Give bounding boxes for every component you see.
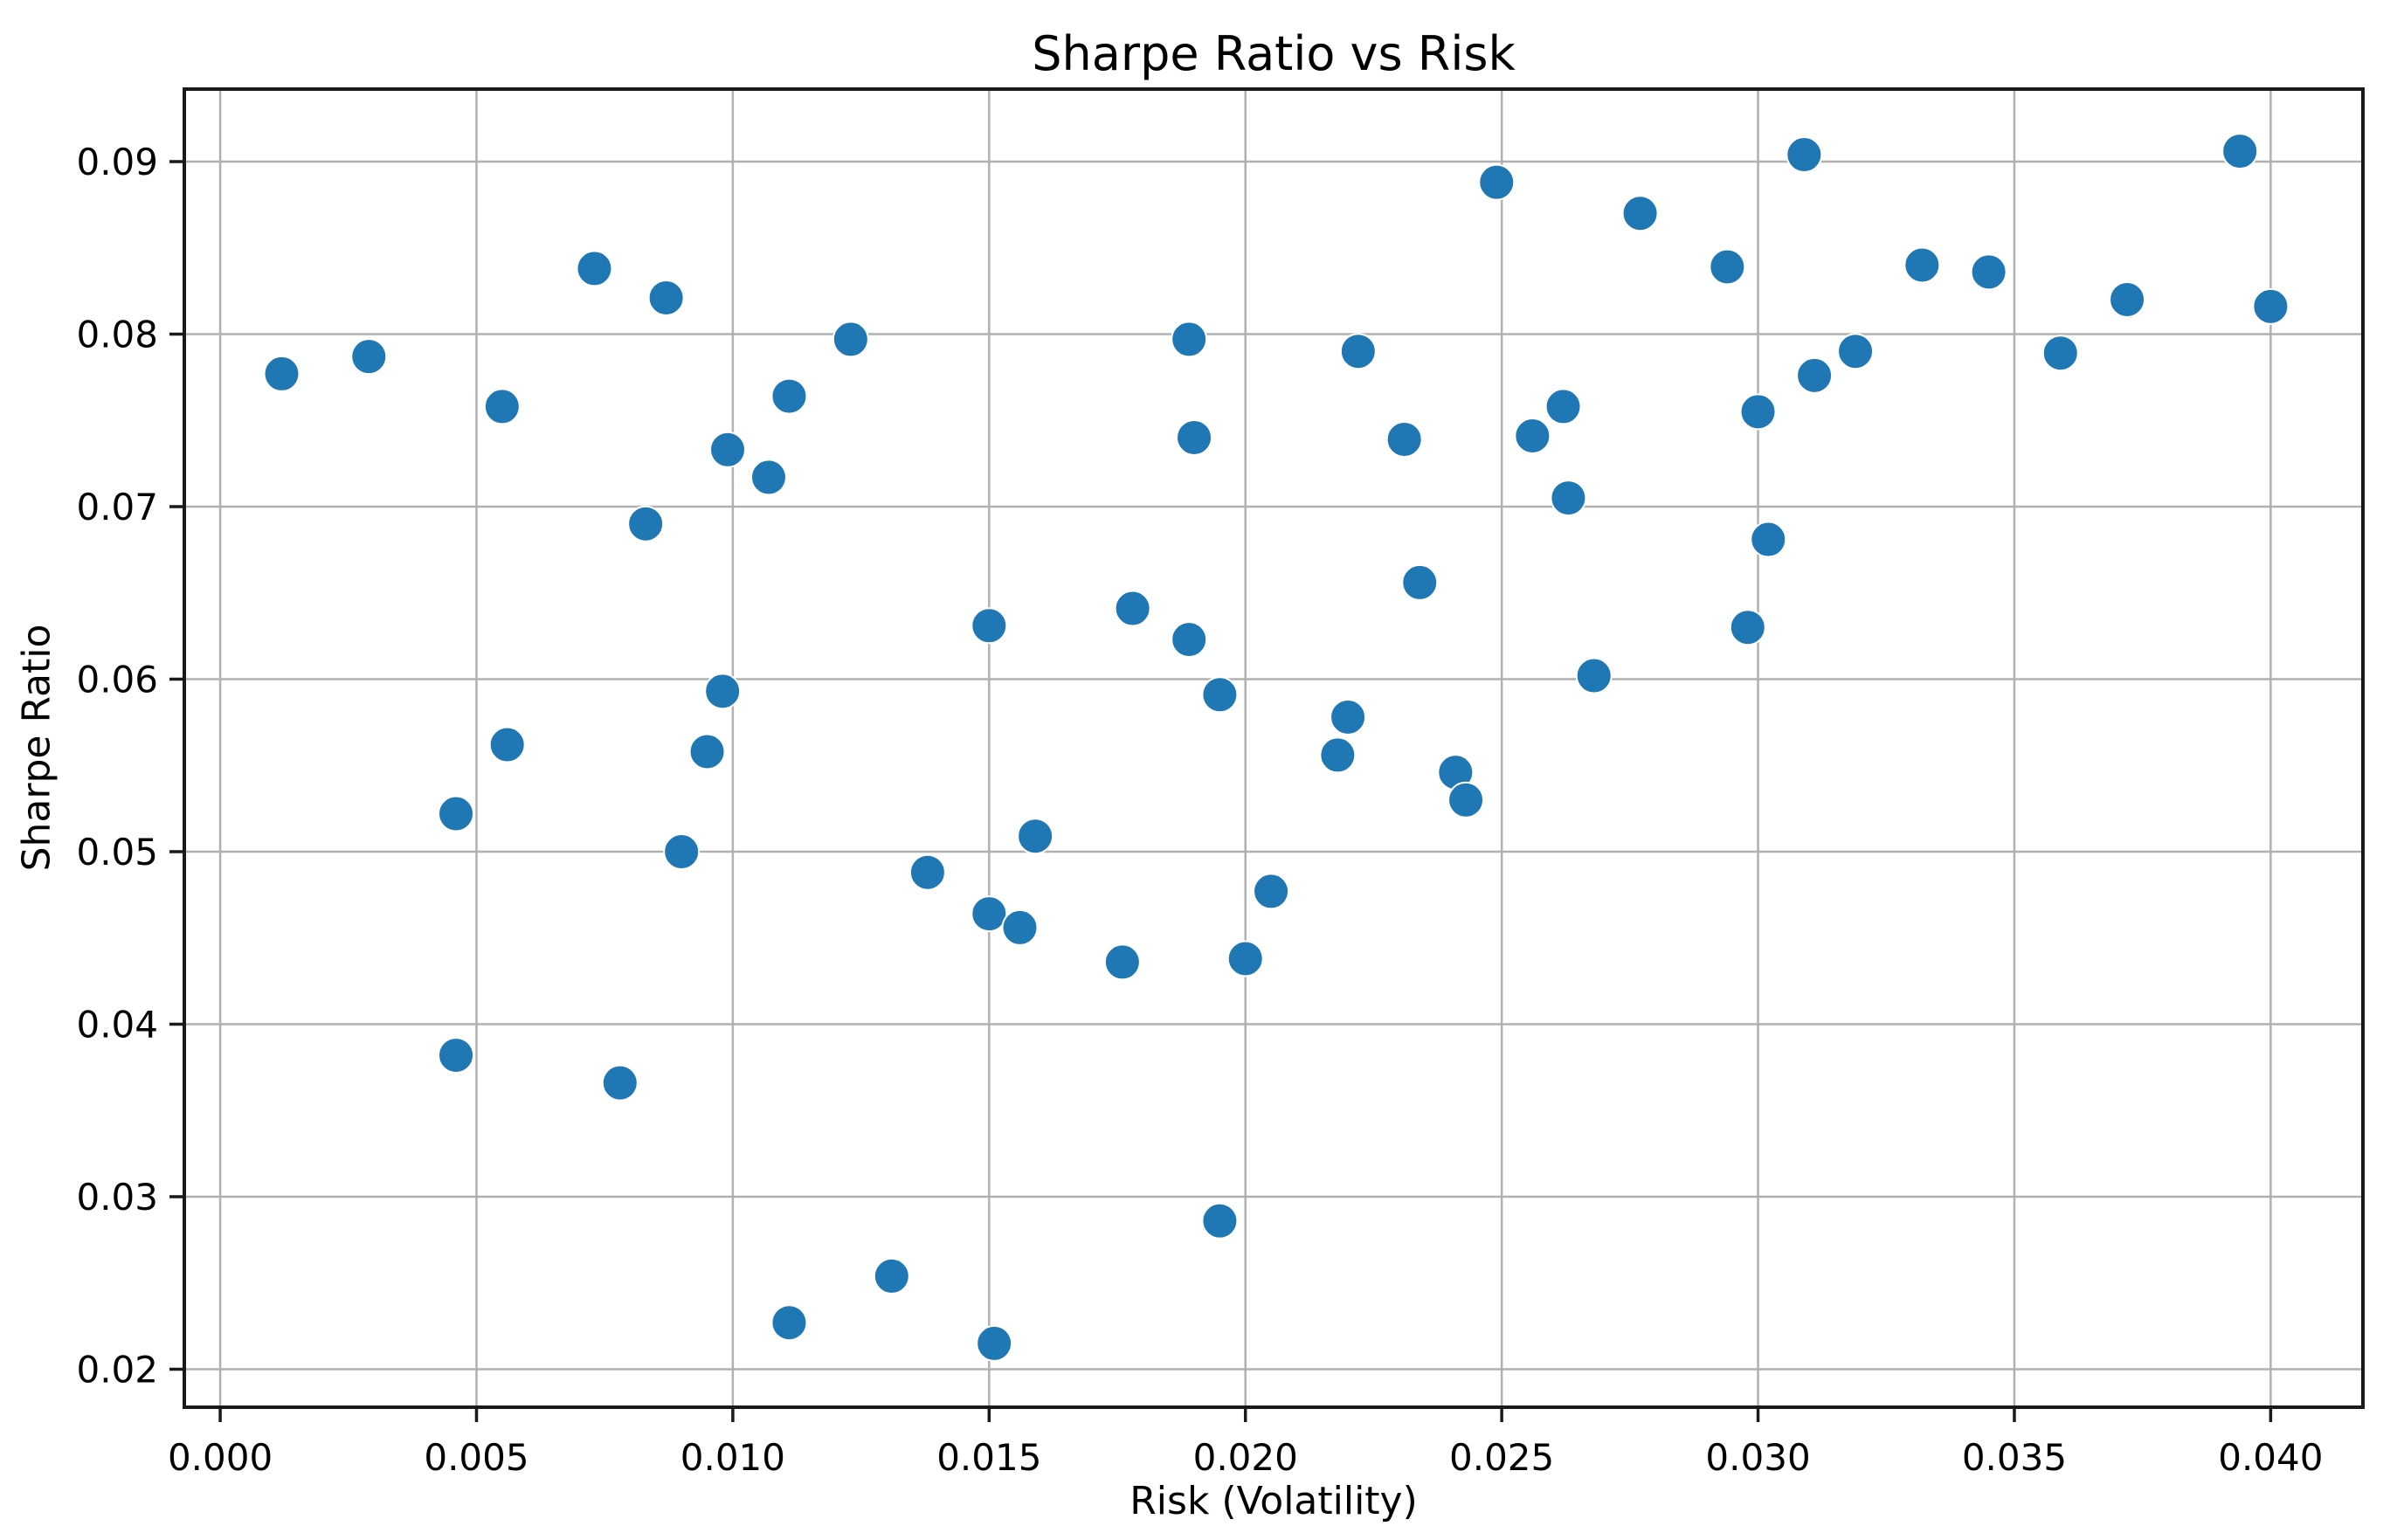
x-tick-label: 0.000 <box>168 1436 273 1479</box>
data-point <box>601 1064 639 1101</box>
data-point <box>770 1304 808 1342</box>
data-point <box>1171 621 1208 659</box>
data-point <box>1447 781 1485 818</box>
data-point <box>1970 253 2007 291</box>
data-point <box>2109 280 2146 318</box>
y-tick-label: 0.07 <box>76 486 158 528</box>
data-point <box>1339 333 1377 370</box>
data-point <box>576 250 613 287</box>
data-point <box>438 795 475 832</box>
data-point <box>350 338 388 376</box>
y-tick-label: 0.08 <box>76 313 158 356</box>
y-tick-label: 0.04 <box>76 1004 158 1046</box>
data-point <box>1201 1202 1239 1240</box>
data-point <box>1103 943 1141 981</box>
data-point <box>1575 657 1613 694</box>
data-point <box>2041 335 2079 372</box>
data-point <box>1330 698 1367 735</box>
data-point <box>1750 521 1787 558</box>
data-point <box>1514 418 1551 455</box>
data-point <box>1550 480 1587 517</box>
data-point <box>1176 418 1213 456</box>
data-point <box>1017 818 1054 855</box>
data-point <box>663 833 701 871</box>
data-point <box>647 279 685 316</box>
x-tick-label: 0.005 <box>424 1436 528 1479</box>
data-point <box>1903 246 1941 284</box>
x-tick-label: 0.035 <box>1962 1436 2067 1479</box>
data-point <box>1478 163 1516 201</box>
chart-title: Sharpe Ratio vs Risk <box>1032 26 1516 81</box>
data-point <box>749 459 787 496</box>
data-point <box>1253 873 1290 910</box>
y-tick-label: 0.09 <box>76 141 158 183</box>
data-point <box>873 1257 910 1295</box>
data-point <box>976 1324 1013 1362</box>
data-point <box>704 673 742 710</box>
data-point <box>1739 393 1777 431</box>
plot-border <box>183 87 2365 1409</box>
data-point <box>1621 195 1659 232</box>
y-tick-label: 0.03 <box>76 1176 158 1219</box>
data-point <box>1786 136 1823 174</box>
data-point <box>1709 248 1746 286</box>
data-point <box>488 726 526 763</box>
data-point <box>438 1037 475 1074</box>
data-point <box>263 355 300 392</box>
x-tick-label: 0.030 <box>1705 1436 1810 1479</box>
data-point <box>2221 133 2259 170</box>
data-point <box>1796 356 1834 394</box>
data-point <box>2252 287 2290 325</box>
data-point <box>483 388 521 425</box>
x-tick-label: 0.040 <box>2218 1436 2323 1479</box>
data-point <box>971 607 1008 645</box>
data-point <box>1001 908 1039 946</box>
data-point <box>1171 321 1208 358</box>
data-point <box>1544 388 1582 425</box>
data-point <box>1201 676 1239 714</box>
y-tick-label: 0.06 <box>76 658 158 701</box>
x-tick-label: 0.015 <box>936 1436 1041 1479</box>
x-tick-label: 0.025 <box>1449 1436 1554 1479</box>
data-point <box>688 733 726 770</box>
data-point <box>832 321 869 358</box>
x-axis-label: Risk (Volatility) <box>1129 1479 1418 1523</box>
data-point <box>908 853 946 891</box>
data-point <box>1385 420 1423 458</box>
data-point <box>1114 590 1151 627</box>
data-point <box>1319 736 1357 774</box>
data-point <box>770 377 808 415</box>
y-tick-label: 0.02 <box>76 1349 158 1392</box>
x-tick-label: 0.020 <box>1193 1436 1298 1479</box>
y-tick-label: 0.05 <box>76 831 158 874</box>
data-point <box>709 431 747 468</box>
data-point <box>1226 940 1264 977</box>
data-point <box>627 505 665 542</box>
x-tick-label: 0.010 <box>680 1436 785 1479</box>
data-point <box>1729 609 1766 646</box>
data-point <box>1837 333 1875 370</box>
data-point <box>971 895 1008 933</box>
data-point <box>1401 563 1439 601</box>
